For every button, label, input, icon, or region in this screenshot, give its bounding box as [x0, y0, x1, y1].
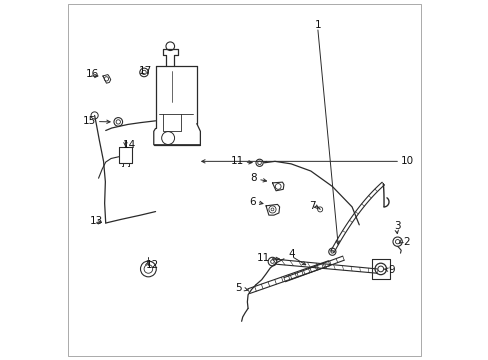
Text: 16: 16 [86, 69, 99, 79]
Text: 14: 14 [123, 140, 136, 150]
Text: 12: 12 [145, 260, 159, 270]
Text: 17: 17 [139, 66, 152, 76]
Text: 2: 2 [402, 237, 409, 247]
Text: 5: 5 [235, 283, 241, 293]
Text: 11: 11 [230, 156, 244, 166]
Text: 1: 1 [314, 20, 321, 30]
Text: 3: 3 [394, 221, 400, 231]
Text: 6: 6 [249, 197, 255, 207]
Text: 9: 9 [388, 265, 394, 275]
Text: 8: 8 [250, 173, 257, 183]
Text: 7: 7 [308, 201, 315, 211]
Text: 10: 10 [400, 156, 413, 166]
Text: 11: 11 [256, 253, 269, 263]
Text: 15: 15 [82, 116, 96, 126]
Text: 13: 13 [90, 216, 103, 226]
Text: 4: 4 [287, 249, 294, 259]
